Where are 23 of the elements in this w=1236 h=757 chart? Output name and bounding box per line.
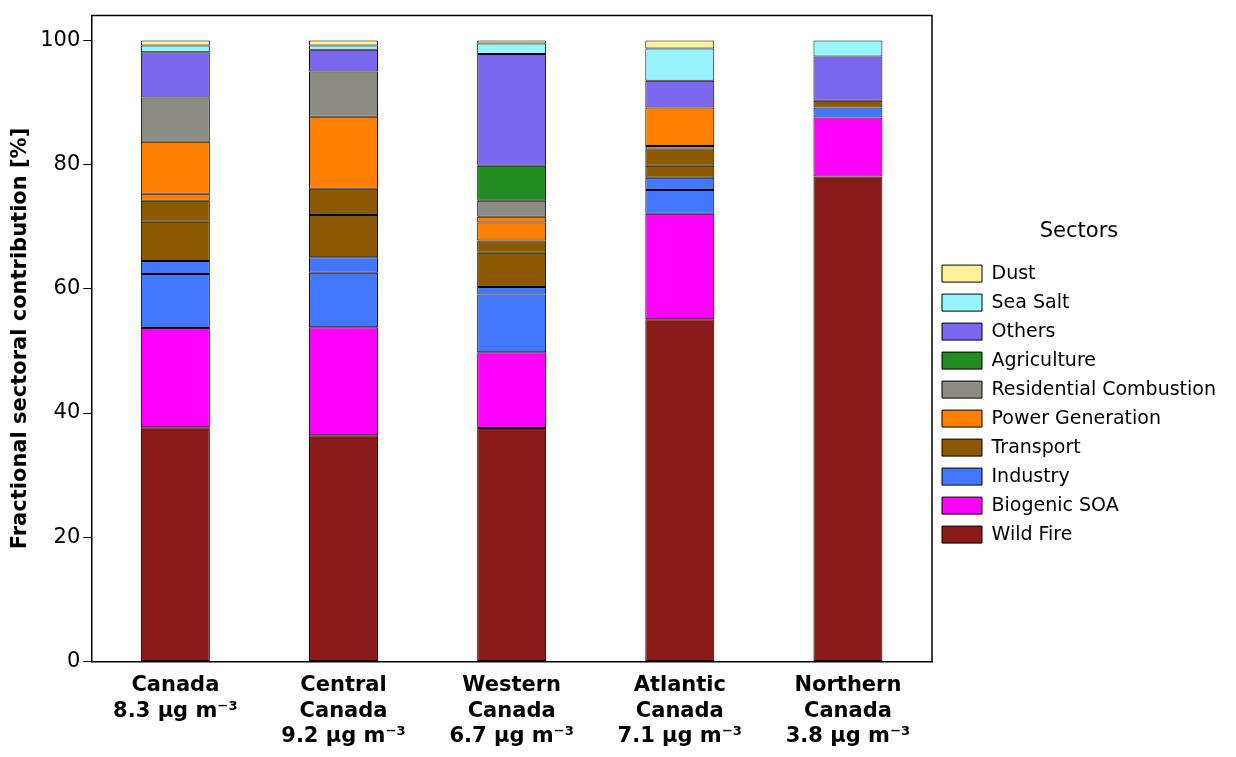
y-tick-label: 40 bbox=[53, 399, 81, 424]
legend-label: Biogenic SOA bbox=[991, 492, 1119, 515]
x-tick-label: Northern Canada 3.8 μg m⁻³ bbox=[785, 672, 911, 747]
legend-label: Dust bbox=[991, 260, 1036, 283]
y-tick-label: 80 bbox=[53, 151, 81, 176]
x-tick-label: Canada 8.3 μg m⁻³ bbox=[113, 672, 238, 722]
y-tick-label: 0 bbox=[66, 647, 81, 672]
legend-label: Residential Combustion bbox=[991, 376, 1217, 399]
y-tick-label: 100 bbox=[40, 26, 81, 51]
y-axis-title: Fractional sectoral contribution [%] bbox=[7, 127, 32, 550]
legend-label: Transport bbox=[990, 434, 1081, 457]
y-tick-label: 20 bbox=[53, 523, 81, 548]
legend-label: Wild Fire bbox=[991, 521, 1073, 544]
y-tick-label: 60 bbox=[53, 275, 81, 300]
legend-title: Sectors bbox=[1039, 217, 1119, 242]
x-tick-label: Atlantic Canada 7.1 μg m⁻³ bbox=[617, 672, 743, 747]
legend-label: Agriculture bbox=[991, 347, 1097, 370]
legend-label: Industry bbox=[991, 463, 1070, 486]
x-tick-label: Western Canada 6.7 μg m⁻³ bbox=[449, 672, 574, 747]
legend-label: Sea Salt bbox=[991, 289, 1070, 312]
legend-label: Others bbox=[991, 318, 1056, 341]
x-tick-label: Central Canada 9.2 μg m⁻³ bbox=[281, 672, 406, 747]
legend-label: Power Generation bbox=[991, 405, 1161, 428]
